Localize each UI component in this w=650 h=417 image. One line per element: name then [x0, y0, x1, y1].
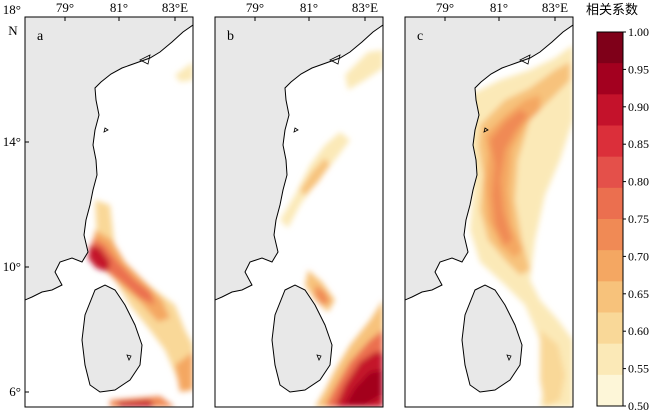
colorbar-label: 0.95: [628, 62, 649, 76]
colorbar-swatch: [597, 281, 623, 313]
land-srilanka-a: [81, 284, 143, 393]
panel-label-c: c: [417, 29, 423, 44]
colorbar-swatch: [597, 187, 623, 220]
colorbar-labels: 1.00 0.95 0.90 0.85 0.80 0.75 0.70 0.65 0.60 0.55…: [623, 25, 649, 413]
colorbar-swatch: [597, 312, 623, 345]
map-panel-b: b: [214, 16, 384, 408]
colorbar: 相关系数 1.00 0.95 0.90 0.85 0.80 0.75 0.70 0.65 0.6…: [586, 3, 649, 413]
frame-c: [404, 16, 574, 408]
x-tick-81-b: 81°: [300, 0, 318, 15]
colorbar-swatches: [597, 32, 623, 407]
x-tick-83-b: 83°E: [352, 0, 378, 15]
colorbar-label: 1.00: [628, 25, 649, 39]
map-panel-a: a: [24, 16, 194, 408]
land-srilanka-b: [271, 284, 333, 393]
correlation-field-b: [280, 50, 383, 407]
colorbar-label: 0.80: [628, 175, 649, 189]
colorbar-label: 0.50: [628, 399, 649, 413]
colorbar-label: 0.60: [628, 324, 649, 338]
colorbar-swatch: [597, 156, 623, 189]
panel-label-a: a: [37, 29, 44, 44]
colorbar-swatch: [597, 374, 623, 407]
y-tick-6: 6°: [9, 384, 21, 399]
colorbar-swatch: [597, 94, 623, 126]
colorbar-label: 0.65: [628, 287, 649, 301]
x-tick-79-a: 79°: [56, 0, 74, 15]
x-tick-labels-a: 79° 81° 83°E: [56, 0, 188, 15]
y-tick-labels: 18° N 14° 10° 6°: [3, 2, 21, 399]
axis-ticks: [25, 16, 556, 393]
x-tick-83-c: 83°E: [542, 0, 568, 15]
x-tick-81-a: 81°: [110, 0, 128, 15]
y-tick-18: 18°: [3, 2, 21, 17]
colorbar-label: 0.85: [628, 137, 649, 151]
colorbar-swatch: [597, 343, 623, 376]
colorbar-label: 0.70: [628, 249, 649, 263]
y-unit-n: N: [8, 23, 18, 38]
x-tick-labels-c: 79° 81° 83°E: [436, 0, 568, 15]
colorbar-label: 0.55: [628, 362, 649, 376]
panel-label-b: b: [227, 29, 234, 44]
land-india-a: [25, 17, 193, 301]
x-tick-79-c: 79°: [436, 0, 454, 15]
x-tick-81-c: 81°: [490, 0, 508, 15]
map-panel-c: c: [404, 16, 574, 408]
land-india-b: [215, 17, 383, 301]
colorbar-swatch: [597, 219, 623, 251]
colorbar-swatch: [597, 32, 623, 64]
colorbar-swatch: [597, 63, 623, 95]
x-tick-79-b: 79°: [246, 0, 264, 15]
colorbar-label: 0.90: [628, 100, 649, 114]
colorbar-label: 0.75: [628, 212, 649, 226]
colorbar-swatch: [597, 250, 623, 282]
land-srilanka-c: [461, 284, 523, 393]
x-tick-83-a: 83°E: [162, 0, 188, 15]
y-tick-14: 14°: [3, 134, 21, 149]
correlation-field-c: [465, 45, 573, 407]
correlation-field-a: [88, 62, 193, 407]
frame-b: [214, 16, 384, 408]
frame-a: [24, 16, 194, 408]
land-india-c: [405, 17, 573, 301]
y-tick-10: 10°: [3, 259, 21, 274]
colorbar-title: 相关系数: [586, 3, 638, 18]
x-tick-labels-b: 79° 81° 83°E: [246, 0, 378, 15]
colorbar-swatch: [597, 125, 623, 158]
